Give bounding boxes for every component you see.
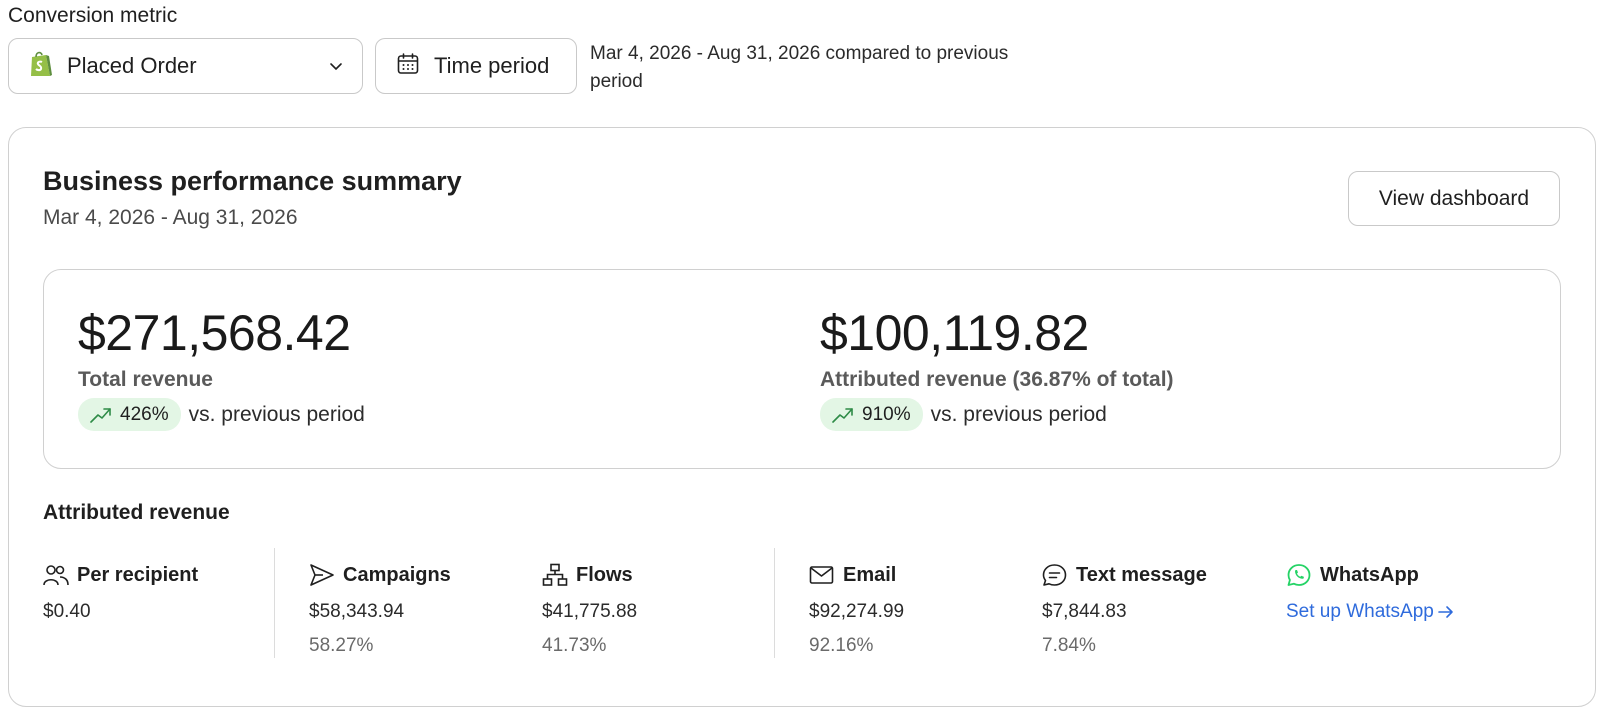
conversion-metric-label: Conversion metric — [8, 4, 178, 27]
setup-whatsapp-link[interactable]: Set up WhatsApp — [1286, 601, 1455, 623]
period-description: Mar 4, 2026 - Aug 31, 2026 compared to p… — [590, 43, 1009, 92]
setup-whatsapp-link-text: Set up WhatsApp — [1286, 601, 1434, 622]
total-revenue-label: Total revenue — [78, 368, 213, 391]
revenue-stats-box: $271,568.42 Total revenue 426% vs. previ… — [43, 269, 1561, 469]
chevron-down-icon — [328, 58, 344, 74]
total-revenue-value: $271,568.42 — [78, 305, 351, 361]
flows-value: $41,775.88 — [542, 601, 638, 622]
column-divider — [274, 548, 275, 658]
campaigns-value: $58,343.94 — [309, 601, 405, 622]
campaigns-column: Campaigns $58,343.94 58.27% — [309, 561, 451, 657]
flows-label: Flows — [576, 563, 633, 586]
time-period-button[interactable]: Time period — [375, 38, 577, 94]
trend-up-icon — [90, 407, 111, 423]
attributed-revenue-label: Attributed revenue (36.87% of total) — [820, 368, 1174, 391]
chat-bubble-icon — [1042, 564, 1067, 586]
email-percent: 92.16% — [809, 635, 874, 656]
flows-column: Flows $41,775.88 41.73% — [542, 561, 637, 657]
campaigns-percent: 58.27% — [309, 635, 374, 656]
whatsapp-label: WhatsApp — [1320, 563, 1419, 586]
total-revenue-change-text: vs. previous period — [188, 402, 365, 426]
email-value: $92,274.99 — [809, 601, 905, 622]
time-period-label: Time period — [434, 53, 550, 78]
whatsapp-icon — [1287, 564, 1311, 586]
column-divider — [774, 548, 775, 658]
attributed-revenue-change-text: vs. previous period — [930, 402, 1107, 426]
send-icon — [310, 564, 334, 586]
total-revenue-change: 426% — [120, 403, 169, 425]
card-title: Business performance summary — [43, 166, 462, 196]
trend-up-icon — [832, 407, 853, 423]
card-date-range: Mar 4, 2026 - Aug 31, 2026 — [43, 206, 298, 229]
attributed-revenue-value: $100,119.82 — [820, 305, 1089, 361]
shopify-bag-icon — [29, 50, 53, 83]
total-revenue-change-badge: 426% — [78, 398, 181, 431]
text-message-value: $7,844.83 — [1042, 601, 1127, 622]
per-recipient-value: $0.40 — [43, 601, 91, 622]
campaigns-label: Campaigns — [343, 563, 451, 586]
arrow-right-icon — [1438, 606, 1453, 618]
flow-hierarchy-icon — [542, 563, 568, 586]
conversion-metric-select[interactable]: Placed Order — [8, 38, 363, 94]
selected-metric-label: Placed Order — [67, 53, 197, 78]
attributed-revenue-change: 910% — [862, 403, 911, 425]
text-message-column: Text message $7,844.83 7.84% — [1042, 561, 1207, 657]
users-icon — [43, 565, 69, 586]
view-dashboard-button[interactable]: View dashboard — [1348, 171, 1560, 226]
envelope-icon — [809, 566, 834, 584]
email-label: Email — [843, 563, 897, 586]
flows-percent: 41.73% — [542, 635, 607, 656]
per-recipient-column: Per recipient $0.40 — [43, 561, 198, 623]
calendar-icon — [396, 52, 420, 81]
business-performance-card: Business performance summary Mar 4, 2026… — [8, 127, 1596, 707]
text-message-percent: 7.84% — [1042, 635, 1096, 656]
email-column: Email $92,274.99 92.16% — [809, 561, 904, 657]
whatsapp-column: WhatsApp Set up WhatsApp — [1286, 561, 1455, 623]
attributed-revenue-section-title: Attributed revenue — [43, 501, 230, 524]
total-revenue-stat: $271,568.42 Total revenue 426% vs. previ… — [78, 304, 365, 431]
attributed-revenue-stat: $100,119.82 Attributed revenue (36.87% o… — [820, 304, 1174, 431]
per-recipient-label: Per recipient — [77, 563, 199, 586]
text-message-label: Text message — [1076, 563, 1207, 586]
attributed-revenue-change-badge: 910% — [820, 398, 923, 431]
